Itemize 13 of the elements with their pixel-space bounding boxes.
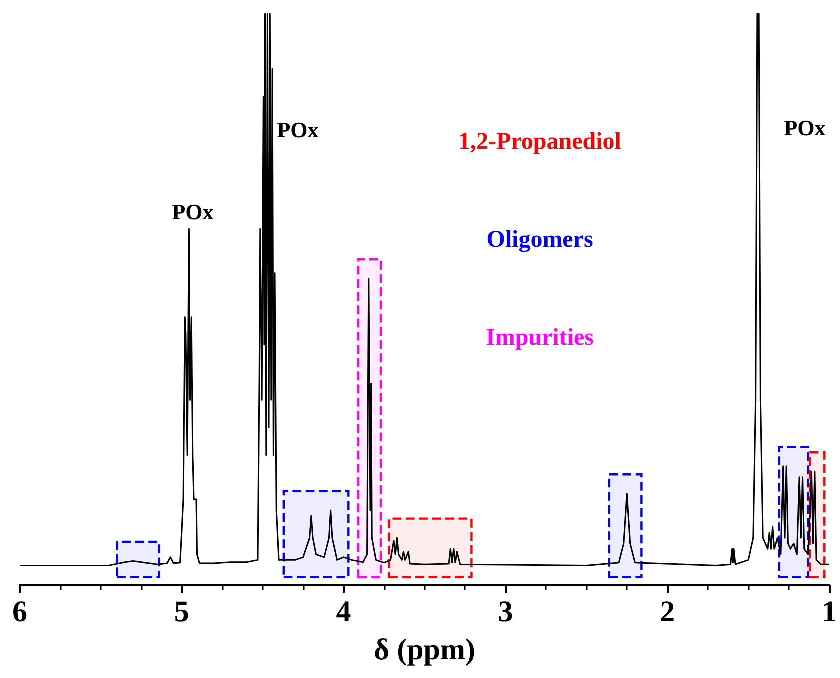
- x-tick-label: 3: [498, 596, 514, 628]
- annotation: POx: [172, 200, 214, 224]
- x-tick-label: 1: [822, 596, 837, 628]
- band-label: Oligomers: [486, 227, 594, 253]
- x-tick-label: 4: [336, 596, 352, 628]
- band-label: 1,2-Propanediol: [458, 129, 622, 155]
- x-tick-label: 5: [174, 596, 190, 628]
- x-tick-label: 2: [660, 596, 676, 628]
- x-axis-title: δ (ppm): [374, 634, 476, 666]
- band-label: Impurities: [486, 325, 594, 351]
- annotation: POx: [277, 118, 319, 142]
- x-tick-label: 6: [12, 596, 28, 628]
- annotation: POx: [784, 116, 826, 140]
